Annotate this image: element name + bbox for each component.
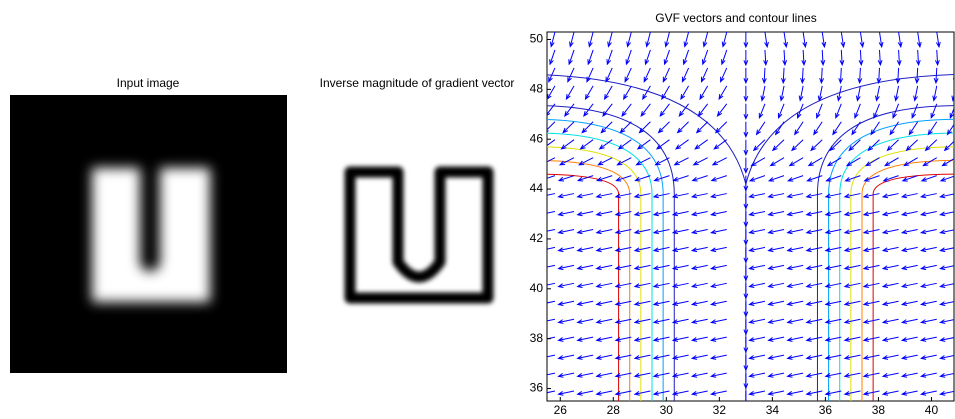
x-tick-label: 36 (819, 403, 833, 417)
y-tick-label: 40 (530, 281, 544, 295)
y-tick-label: 48 (530, 82, 544, 96)
x-tick-label: 28 (607, 403, 621, 417)
x-tick-label: 38 (872, 403, 886, 417)
y-tick-label: 44 (530, 181, 544, 195)
panel-title: GVF vectors and contour lines (655, 11, 816, 25)
y-tick-label: 36 (530, 381, 544, 395)
x-tick-label: 40 (925, 403, 939, 417)
axes-box (547, 32, 954, 401)
y-tick-label: 38 (530, 331, 544, 345)
input-image (10, 95, 287, 373)
page: Input image Inverse magnitude of gradien… (0, 0, 955, 419)
x-tick-label: 26 (554, 403, 568, 417)
x-tick-label: 32 (713, 403, 727, 417)
y-tick-label: 42 (530, 231, 544, 245)
x-tick-label: 34 (766, 403, 780, 417)
panel-title: Inverse magnitude of gradient vector (320, 76, 515, 90)
panel-title: Input image (117, 76, 180, 90)
gradient-image (303, 95, 531, 373)
figure: Input image Inverse magnitude of gradien… (0, 0, 955, 419)
y-tick-label: 46 (530, 131, 544, 145)
y-tick-label: 50 (530, 32, 544, 46)
x-tick-label: 30 (660, 403, 674, 417)
